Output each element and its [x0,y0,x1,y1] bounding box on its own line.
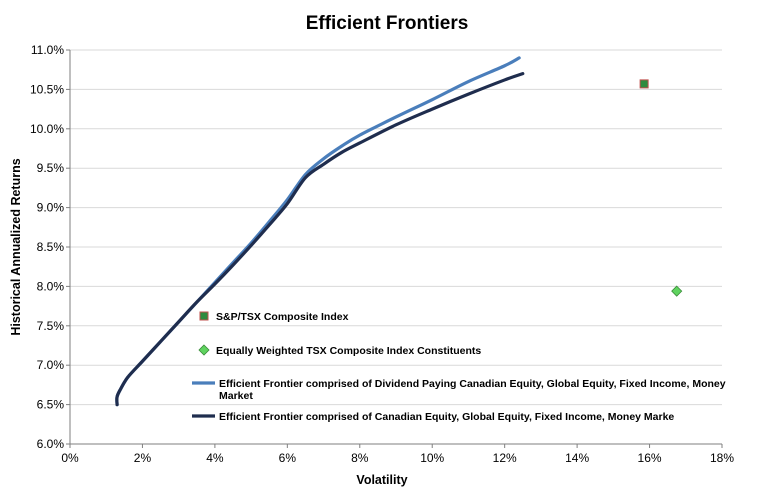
x-tick-label: 18% [710,451,734,465]
x-tick-label: 10% [420,451,444,465]
series-group [115,56,683,407]
y-tick-label: 9.5% [37,161,65,175]
y-tick-label: 8.5% [37,240,65,254]
equal-weighted-marker [671,285,683,297]
x-tick-label: 8% [351,451,369,465]
legend-label: Equally Weighted TSX Composite Index Con… [216,345,481,357]
y-tick-label: 7.0% [37,358,65,372]
gridlines [66,49,723,448]
frontier-line-2 [115,72,525,407]
y-tick-label: 10.0% [30,122,64,136]
y-axis-title: Historical Annualized Returns [9,158,23,335]
y-tick-label: 6.5% [37,398,65,412]
chart-title: Efficient Frontiers [306,13,469,34]
x-tick-label: 16% [638,451,662,465]
y-tick-label: 6.0% [37,437,65,451]
x-axis-title: Volatility [356,473,407,487]
y-tick-label: 10.5% [30,82,64,96]
legend-label: Efficient Frontier comprised of Dividend… [219,378,726,390]
legend-label: Efficient Frontier comprised of Canadian… [219,411,674,423]
y-tick-label: 11.0% [31,43,64,57]
x-tick-label: 0% [61,451,79,465]
sp-tsx-marker [639,79,649,89]
axes [69,50,722,445]
y-tick-label: 9.0% [37,201,65,215]
legend-label: S&P/TSX Composite Index [216,311,349,323]
x-tick-label: 6% [279,451,297,465]
legend: S&P/TSX Composite Index Equally Weighted … [192,311,726,423]
x-tick-labels: 0% 2% 4% 6% 8% 10% 12% 14% 16% 18% [61,451,734,465]
y-tick-label: 8.0% [37,279,65,293]
x-tick-label: 14% [565,451,589,465]
legend-label-continued: Market [219,390,253,402]
x-tick-label: 4% [206,451,224,465]
y-tick-labels: 6.0% 6.5% 7.0% 7.5% 8.0% 8.5% 9.0% 9.5% 10.0% 10.… [30,43,64,451]
legend-square-icon [199,311,209,321]
x-tick-label: 2% [134,451,152,465]
x-tick-label: 12% [493,451,517,465]
legend-diamond-icon [198,344,210,356]
y-tick-label: 7.5% [37,319,65,333]
